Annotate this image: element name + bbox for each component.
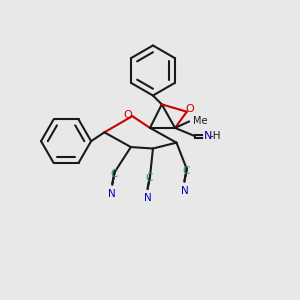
Text: N: N [144, 193, 152, 203]
Text: N: N [108, 189, 116, 199]
Text: Me: Me [193, 116, 207, 126]
Text: N: N [181, 186, 188, 196]
Text: C: C [110, 169, 118, 178]
Text: N: N [204, 131, 212, 141]
Text: -H: -H [209, 131, 221, 142]
Text: C: C [182, 166, 190, 176]
Text: O: O [124, 110, 133, 120]
Text: C: C [146, 173, 153, 183]
Text: O: O [185, 104, 194, 114]
